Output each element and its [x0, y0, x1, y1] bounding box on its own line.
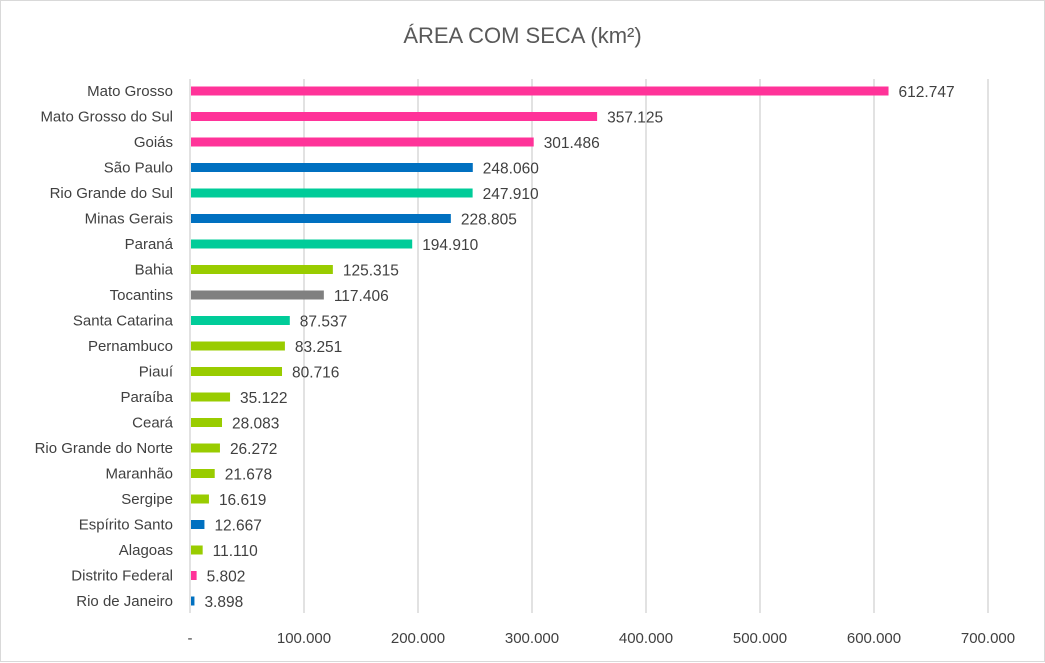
bar [191, 265, 333, 274]
category-label: Ceará [132, 415, 174, 432]
bar [191, 290, 324, 300]
category-label: Mato Grosso [87, 83, 173, 100]
bar [191, 494, 209, 504]
x-tick-label: 600.000 [847, 630, 901, 647]
bar [191, 239, 413, 249]
data-label: 11.110 [213, 543, 258, 560]
category-label: Espírito Santo [79, 517, 173, 534]
bar [191, 545, 203, 555]
category-label: Bahia [135, 262, 174, 279]
data-label: 248.060 [483, 161, 539, 178]
bar [191, 214, 451, 223]
data-label: 3.898 [204, 594, 243, 611]
data-label: 125.315 [343, 263, 399, 280]
category-label: Piauí [139, 364, 174, 381]
bar [191, 367, 283, 376]
data-label: 612.747 [899, 84, 955, 101]
bar [191, 596, 195, 606]
data-label: 12.667 [214, 518, 261, 535]
x-tick-label: 300.000 [505, 630, 559, 647]
category-label: Distrito Federal [71, 568, 173, 585]
category-label: Maranhão [105, 466, 173, 483]
data-label: 301.486 [544, 135, 600, 152]
bar [191, 316, 290, 325]
bar [191, 469, 215, 478]
category-label: Minas Gerais [85, 211, 173, 228]
bar [191, 86, 889, 96]
data-label: 26.272 [230, 441, 277, 458]
data-label: 194.910 [422, 237, 478, 254]
category-label: Goiás [134, 134, 173, 151]
data-label: 28.083 [232, 416, 279, 433]
category-label: Rio de Janeiro [76, 593, 173, 610]
data-label: 83.251 [295, 339, 342, 356]
data-label: 16.619 [219, 492, 266, 509]
category-label: Sergipe [121, 491, 173, 508]
data-label: 228.805 [461, 212, 517, 229]
category-label: Rio Grande do Norte [35, 440, 173, 457]
x-tick-label: 500.000 [733, 630, 787, 647]
x-tick-label: 700.000 [961, 630, 1015, 647]
bar [191, 341, 285, 351]
x-tick-label: 400.000 [619, 630, 673, 647]
data-label: 5.802 [207, 569, 246, 586]
category-label: Rio Grande do Sul [50, 185, 173, 202]
data-label: 21.678 [225, 467, 272, 484]
bar [191, 392, 231, 402]
category-label: Santa Catarina [73, 313, 174, 330]
x-tick-label: 200.000 [391, 630, 445, 647]
category-label: Paraíba [120, 389, 173, 406]
data-label: 247.910 [483, 186, 539, 203]
bar [191, 418, 223, 427]
category-label: Alagoas [119, 542, 173, 559]
chart-title: ÁREA COM SECA (km²) [403, 23, 642, 48]
bar [191, 443, 220, 453]
x-tick-label: - [188, 630, 193, 647]
x-tick-label: 100.000 [277, 630, 331, 647]
category-label: Mato Grosso do Sul [40, 109, 173, 126]
data-label: 117.406 [334, 288, 389, 305]
bar [191, 571, 197, 580]
category-label: Tocantins [110, 287, 173, 304]
category-label: São Paulo [104, 160, 173, 177]
bar [191, 137, 534, 147]
category-label: Pernambuco [88, 338, 173, 355]
bar [191, 163, 473, 172]
data-label: 80.716 [292, 365, 339, 382]
bar [191, 520, 205, 529]
bar [191, 112, 598, 121]
bar [191, 188, 473, 198]
category-label: Paraná [125, 236, 174, 253]
data-label: 35.122 [240, 390, 287, 407]
data-label: 87.537 [300, 314, 347, 331]
data-label: 357.125 [607, 110, 663, 127]
